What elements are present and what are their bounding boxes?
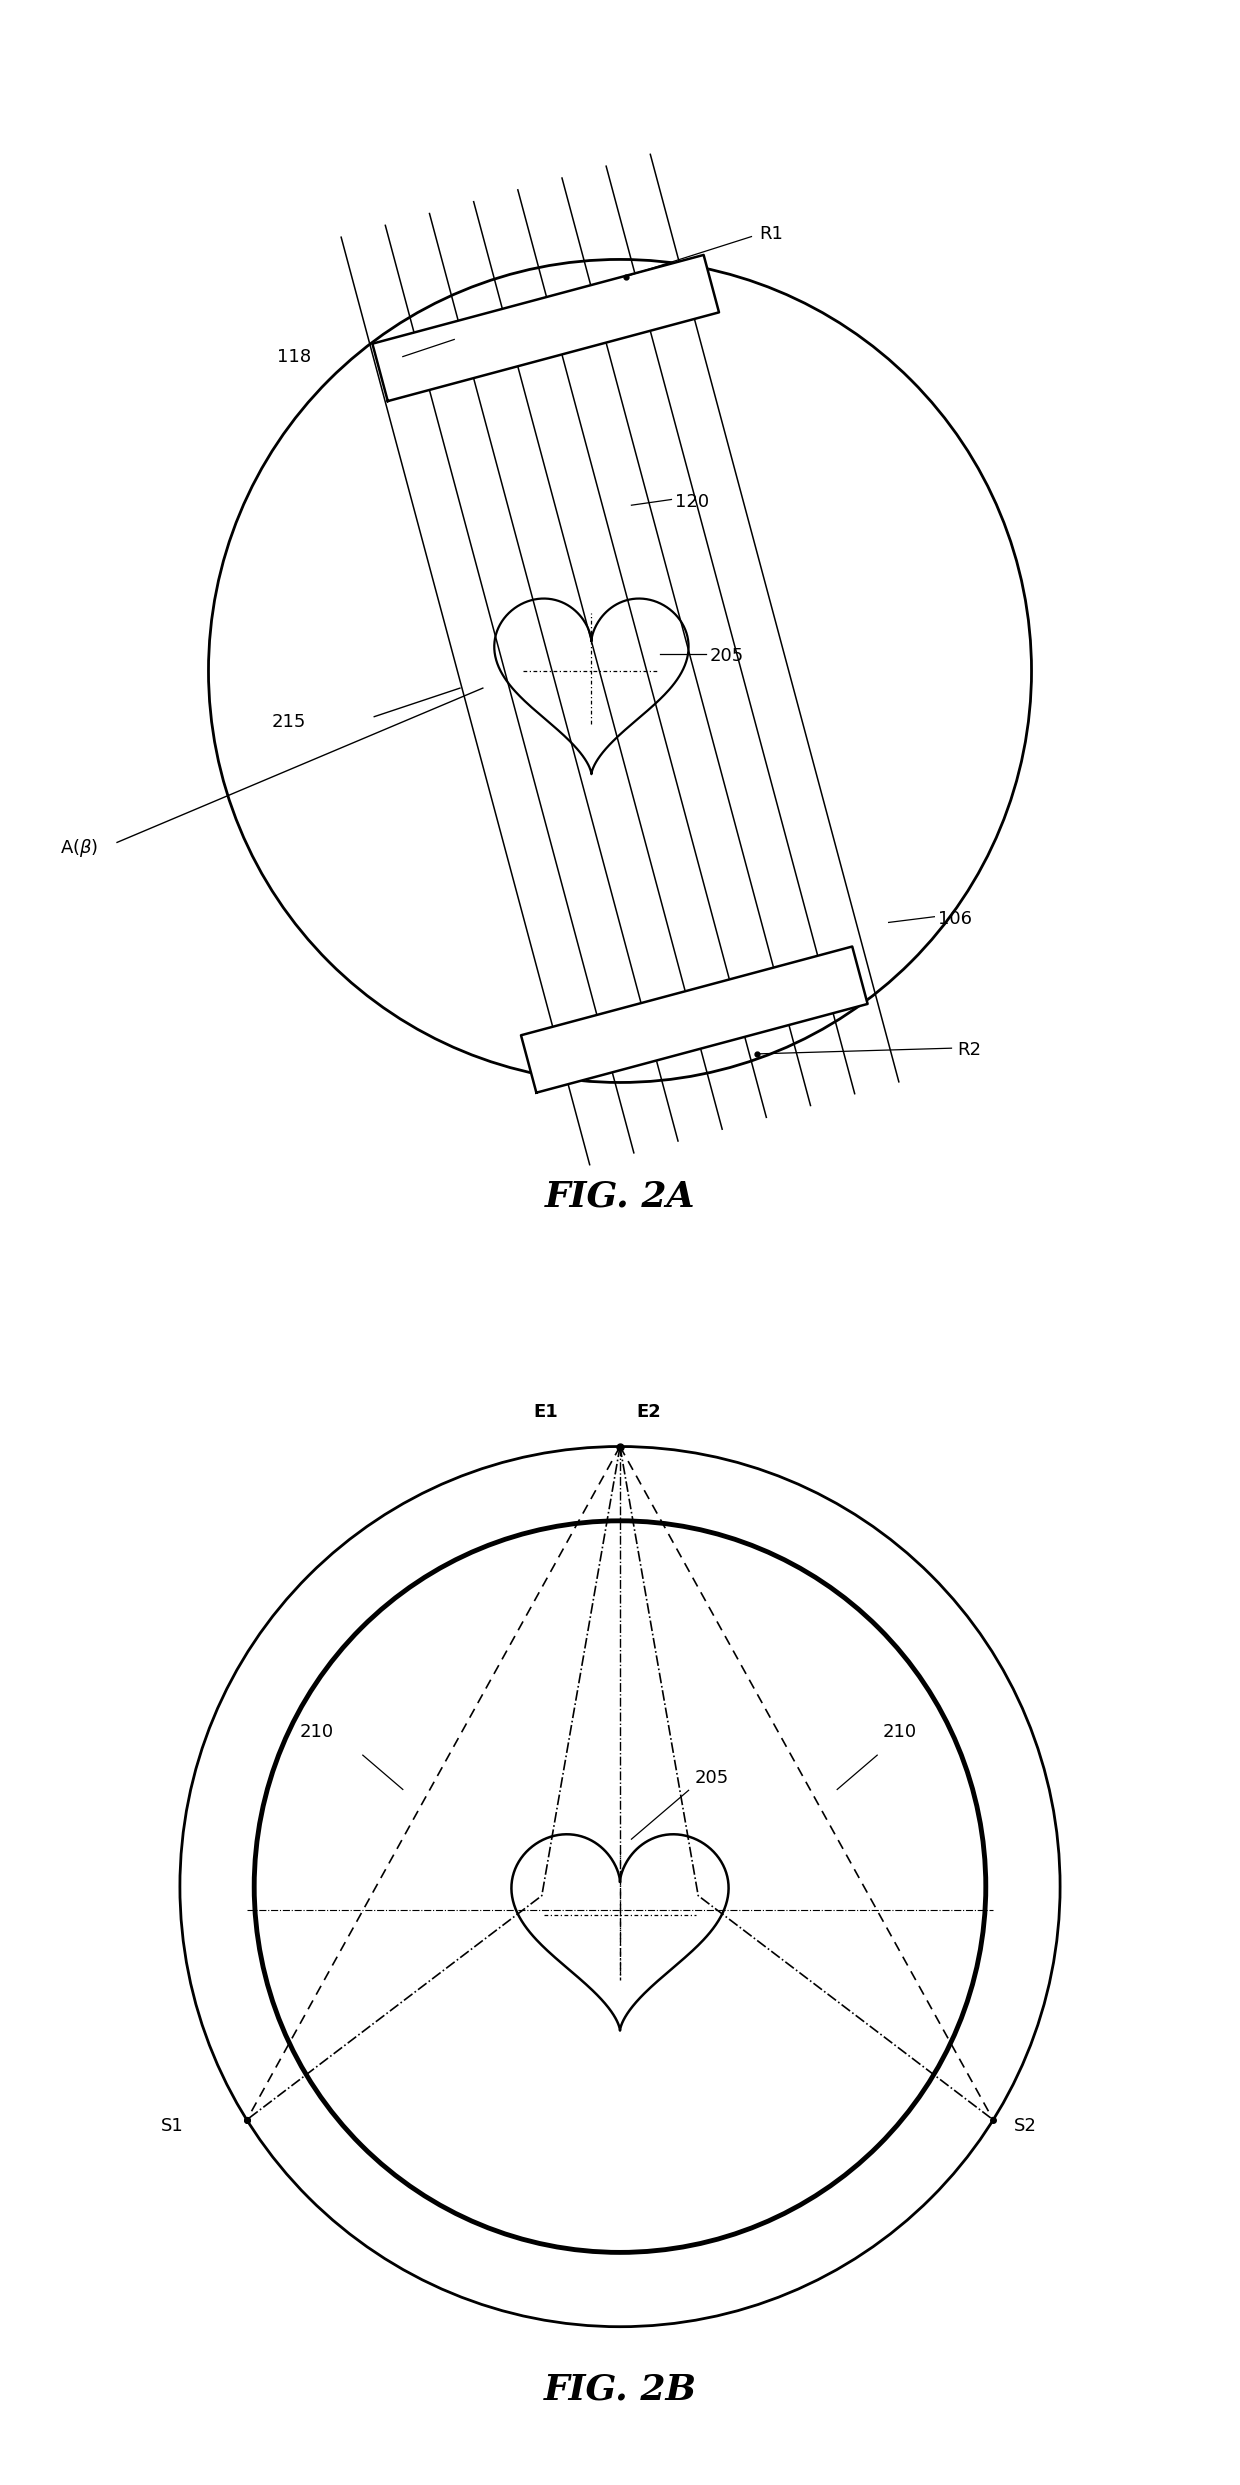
Text: R2: R2 (957, 1041, 981, 1059)
Text: FIG. 2A: FIG. 2A (544, 1180, 696, 1213)
Text: 205: 205 (709, 646, 744, 666)
Text: A($\beta$): A($\beta$) (60, 837, 98, 860)
Text: E2: E2 (636, 1404, 661, 1421)
Polygon shape (521, 947, 868, 1093)
Text: S2: S2 (1014, 2117, 1037, 2135)
Text: 215: 215 (272, 713, 306, 731)
Text: E1: E1 (533, 1404, 558, 1421)
Text: 205: 205 (694, 1769, 729, 1787)
Text: 106: 106 (937, 910, 972, 927)
Text: 120: 120 (675, 492, 709, 512)
Text: R1: R1 (759, 226, 784, 244)
Text: S1: S1 (161, 2117, 184, 2135)
Text: FIG. 2B: FIG. 2B (543, 2373, 697, 2405)
Text: 118: 118 (277, 348, 311, 365)
Polygon shape (372, 256, 719, 400)
Text: 210: 210 (883, 1722, 918, 1742)
Text: 210: 210 (300, 1722, 334, 1742)
